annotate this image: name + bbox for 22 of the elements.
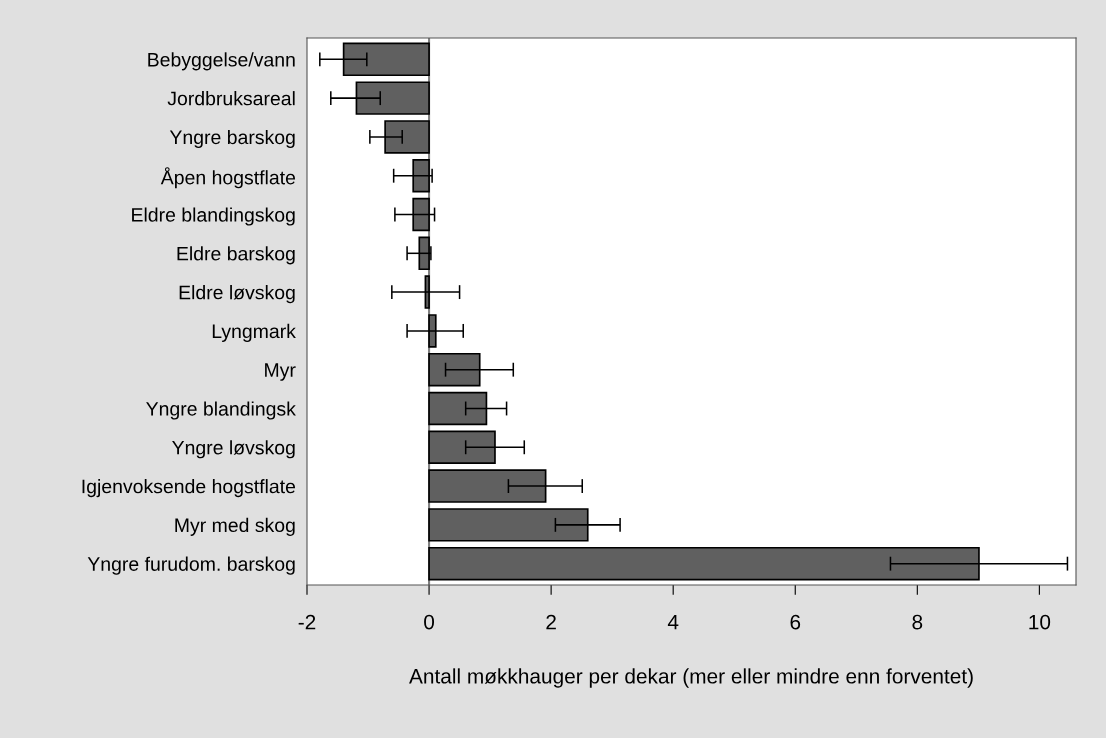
y-tick-label: Lyngmark xyxy=(212,323,296,342)
x-axis-title: Antall møkkhauger per dekar (mer eller mindre enn forventet) xyxy=(409,668,973,688)
y-tick-label: Åpen hogstflate xyxy=(160,167,296,189)
x-tick-label: 4 xyxy=(667,614,679,630)
x-tick-label: 0 xyxy=(424,614,435,630)
x-tick-label: 10 xyxy=(1029,614,1051,630)
y-tick-label: Bebyggelse/vann xyxy=(148,52,295,71)
y-tick-label: Jordbruksareal xyxy=(167,91,295,106)
y-tick-label: Eldre blandingskog xyxy=(132,207,295,226)
y-tick-label: Yngre barskog xyxy=(169,129,295,149)
y-tick-label: Eldre barskog xyxy=(177,246,295,265)
y-tick-label: Myr xyxy=(265,363,296,381)
y-tick-label: Yngre blandingsk xyxy=(146,401,296,420)
y-tick-label: Yngre furudom. barskog xyxy=(87,556,295,575)
y-tick-label: Igjenvoksende hogstflate xyxy=(82,479,296,498)
x-tick-label: 2 xyxy=(546,614,556,630)
y-tick-label: Yngre løvskog xyxy=(172,440,295,459)
x-tick-label: -2 xyxy=(298,614,316,630)
x-tick-label: 8 xyxy=(912,614,923,630)
x-tick-label: 6 xyxy=(790,614,801,630)
y-tick-label: Eldre løvskog xyxy=(179,285,295,304)
y-tick-label: Myr med skog xyxy=(175,517,295,536)
